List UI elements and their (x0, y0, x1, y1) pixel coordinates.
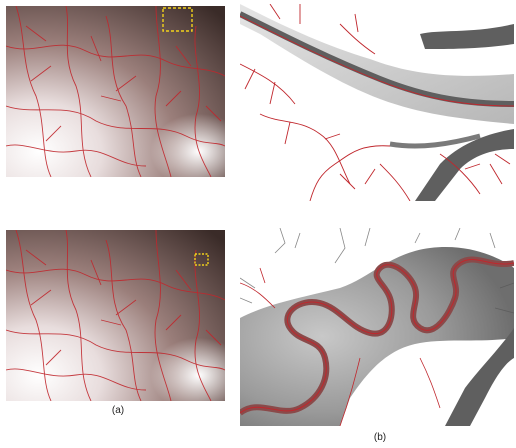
zoomed-river-map-bottom (240, 228, 514, 426)
river-network-detail-bottom (240, 267, 441, 426)
extracted-centerline (240, 258, 514, 414)
river-network-bottom (6, 230, 225, 401)
main-channel (240, 11, 514, 107)
caption-b: (b) (373, 432, 387, 443)
upper-branch-channel (420, 24, 514, 49)
detail-panel-bottom (240, 228, 514, 426)
dem-panel-top (6, 6, 225, 177)
highlight-box-large (162, 7, 193, 32)
river-network-top (6, 6, 225, 177)
zoomed-river-map-top (240, 4, 514, 201)
lower-branch-channel (415, 129, 514, 201)
dem-map-top (6, 6, 225, 177)
highlight-box-small (194, 253, 209, 266)
dem-panel-bottom (6, 230, 225, 401)
valley-floor (240, 4, 514, 124)
tributary-channel (445, 328, 514, 426)
terrain-dendrites (240, 228, 514, 314)
detail-panel-top (240, 4, 514, 201)
river-network-detail-top (240, 4, 514, 201)
dem-map-bottom (6, 230, 225, 401)
caption-a: (a) (111, 405, 125, 416)
